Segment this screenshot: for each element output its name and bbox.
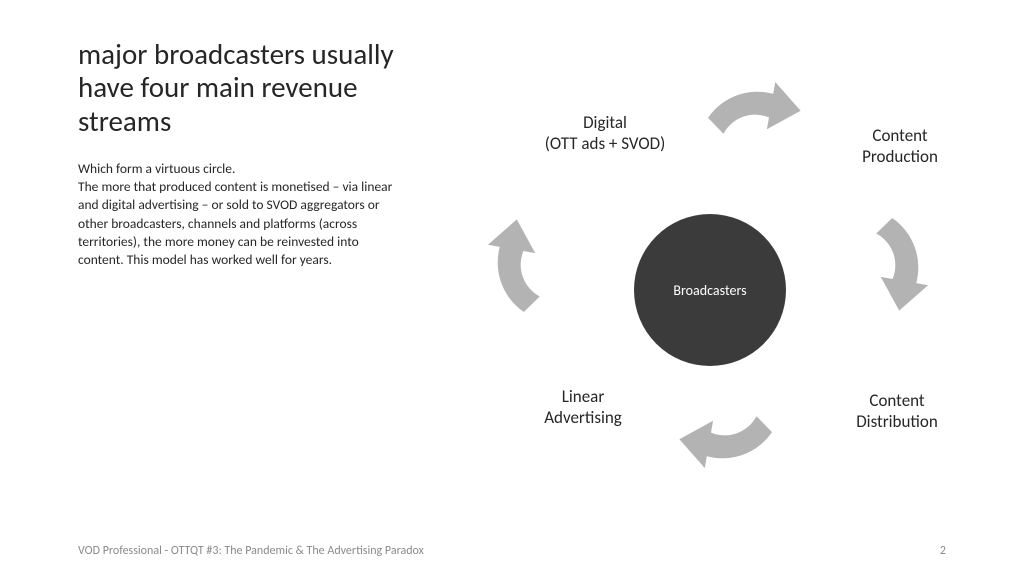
arrow-icon (467, 209, 565, 331)
arrow-icon (851, 199, 949, 321)
node-content-distribution-line1: Content (822, 390, 972, 411)
footer-text: VOD Professional - OTTQT #3: The Pandemi… (78, 544, 424, 558)
node-digital: Digital (OTT ads + SVOD) (530, 112, 680, 155)
body-lead: Which form a virtuous circle. (78, 160, 235, 177)
cycle-diagram: Broadcasters Digital (OTT ads + SVOD) Co… (430, 70, 990, 510)
node-linear-advertising-line2: Advertising (508, 407, 658, 428)
center-node-broadcasters: Broadcasters (634, 214, 786, 366)
slide-body: Which form a virtuous circle. The more t… (78, 160, 398, 269)
node-content-production-line1: Content (830, 125, 970, 146)
arrow-icon (689, 61, 811, 159)
page-number: 2 (940, 544, 946, 558)
body-rest: The more that produced content is moneti… (78, 178, 392, 268)
node-digital-line1: Digital (530, 112, 680, 133)
node-content-production: Content Production (830, 125, 970, 168)
node-linear-advertising: Linear Advertising (508, 386, 658, 429)
slide-title: major broadcasters usually have four mai… (78, 38, 418, 138)
node-content-distribution: Content Distribution (822, 390, 972, 433)
arrow-icon (669, 391, 791, 489)
node-content-production-line2: Production (830, 146, 970, 167)
slide: major broadcasters usually have four mai… (0, 0, 1024, 576)
node-linear-advertising-line1: Linear (508, 386, 658, 407)
node-content-distribution-line2: Distribution (822, 411, 972, 432)
node-digital-line2: (OTT ads + SVOD) (530, 133, 680, 154)
